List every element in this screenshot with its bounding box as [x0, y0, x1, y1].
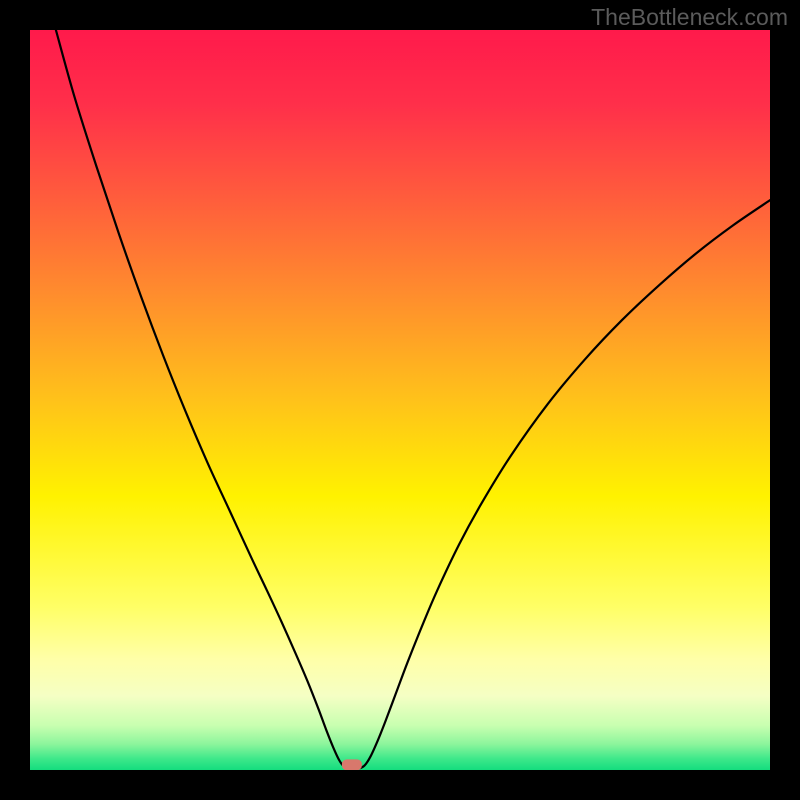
- optimal-point-marker: [342, 759, 362, 770]
- chart-frame: TheBottleneck.com: [0, 0, 800, 800]
- plot-container: [0, 0, 800, 800]
- gradient-background: [30, 30, 770, 770]
- bottleneck-curve-chart: [0, 0, 800, 800]
- watermark-text: TheBottleneck.com: [591, 4, 788, 31]
